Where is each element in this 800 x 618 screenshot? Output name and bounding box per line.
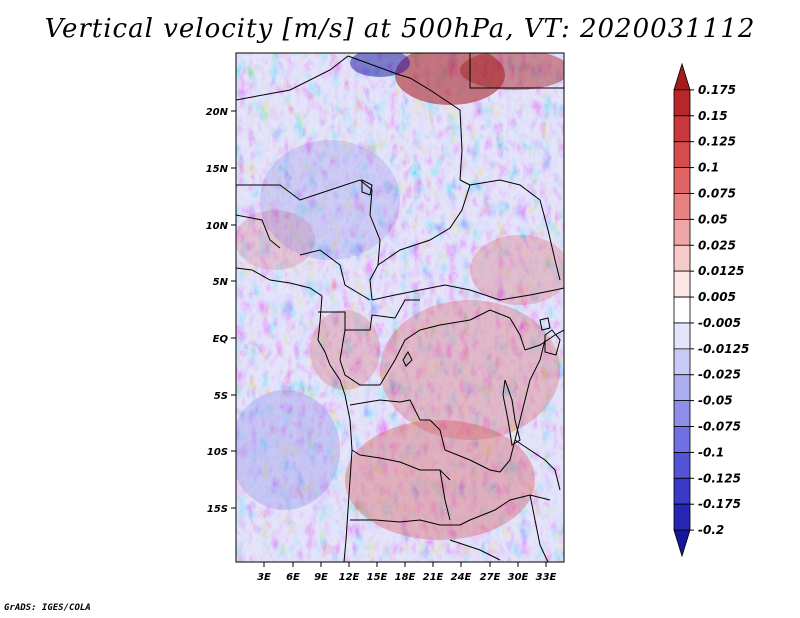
colorbar-swatch — [673, 477, 691, 505]
colorbar-label: -0.05 — [698, 394, 733, 408]
lat-tick-label: 5N — [213, 277, 229, 288]
lon-tick-label: 3E — [257, 572, 271, 583]
lon-tick-label: 21E — [423, 572, 444, 583]
colorbar-swatch — [673, 89, 691, 117]
colorbar-label: -0.025 — [698, 368, 741, 382]
colorbar-swatch — [673, 529, 691, 558]
colorbar-swatch — [673, 62, 691, 91]
colorbar-label: -0.175 — [698, 497, 741, 511]
lon-axis: 3E 6E 9E 12E 15E 18E 21E 24E 27E 30E 33E — [257, 562, 557, 583]
colorbar-swatch — [673, 503, 691, 531]
colorbar-swatch — [673, 115, 691, 143]
colorbar-swatch — [673, 218, 691, 246]
lat-tick-label: 20N — [206, 107, 229, 118]
colorbar-label: 0.025 — [698, 238, 736, 252]
lat-tick-label: 15N — [206, 164, 229, 175]
colorbar-swatch — [673, 167, 691, 194]
lon-tick-label: 9E — [314, 572, 328, 583]
lon-tick-label: 12E — [339, 572, 360, 583]
colorbar: 0.175 0.15 0.125 0.1 0.075 0.05 0.025 0.0125 0.0… — [673, 62, 749, 558]
lat-tick-label: 10S — [207, 447, 228, 458]
colorbar-label: -0.005 — [698, 316, 741, 330]
colorbar-label: 0.0125 — [698, 264, 744, 278]
colorbar-label: 0.175 — [698, 83, 736, 97]
colorbar-swatch — [673, 244, 691, 272]
lon-tick-label: 30E — [508, 572, 529, 583]
colorbar-label: -0.1 — [698, 445, 724, 459]
colorbar-label: 0.125 — [698, 135, 736, 149]
colorbar-label: 0.1 — [698, 161, 719, 175]
lon-tick-label: 15E — [367, 572, 388, 583]
colorbar-swatch — [673, 426, 691, 453]
colorbar-swatch — [673, 348, 691, 376]
colorbar-swatch — [673, 270, 691, 298]
colorbar-label: 0.05 — [698, 212, 728, 226]
chart-title: Vertical velocity [m/s] at 500hPa, VT: 2… — [44, 14, 756, 44]
country-borders — [236, 53, 564, 562]
footer-credit: GrADS: IGES/COLA — [4, 603, 91, 613]
colorbar-label: -0.0125 — [698, 342, 749, 356]
colorbar-swatch — [673, 400, 691, 427]
lat-tick-label: 5S — [214, 391, 228, 402]
colorbar-swatch — [673, 374, 691, 402]
map-frame — [235, 52, 565, 563]
lon-tick-label: 24E — [451, 572, 472, 583]
lon-tick-label: 6E — [286, 572, 300, 583]
lat-tick-label: 10N — [206, 221, 229, 232]
colorbar-label: 0.075 — [698, 186, 736, 200]
colorbar-label: -0.2 — [698, 523, 724, 537]
colorbar-label: -0.125 — [698, 471, 741, 485]
colorbar-label: -0.075 — [698, 420, 741, 434]
colorbar-swatch — [673, 296, 691, 324]
lat-axis: 20N 15N 10N 5N EQ 5S 10S 15S — [206, 107, 236, 515]
colorbar-swatch — [673, 141, 691, 168]
lon-tick-label: 33E — [536, 572, 557, 583]
lon-tick-label: 18E — [395, 572, 416, 583]
lat-tick-label: 15S — [207, 504, 228, 515]
colorbar-swatch — [673, 193, 691, 220]
vertical-velocity-field — [236, 53, 564, 562]
lon-tick-label: 27E — [480, 572, 501, 583]
colorbar-swatch — [673, 322, 691, 350]
colorbar-label: 0.15 — [698, 109, 728, 123]
colorbar-label: 0.005 — [698, 290, 736, 304]
colorbar-swatch — [673, 452, 691, 479]
lat-tick-label: EQ — [213, 334, 229, 345]
